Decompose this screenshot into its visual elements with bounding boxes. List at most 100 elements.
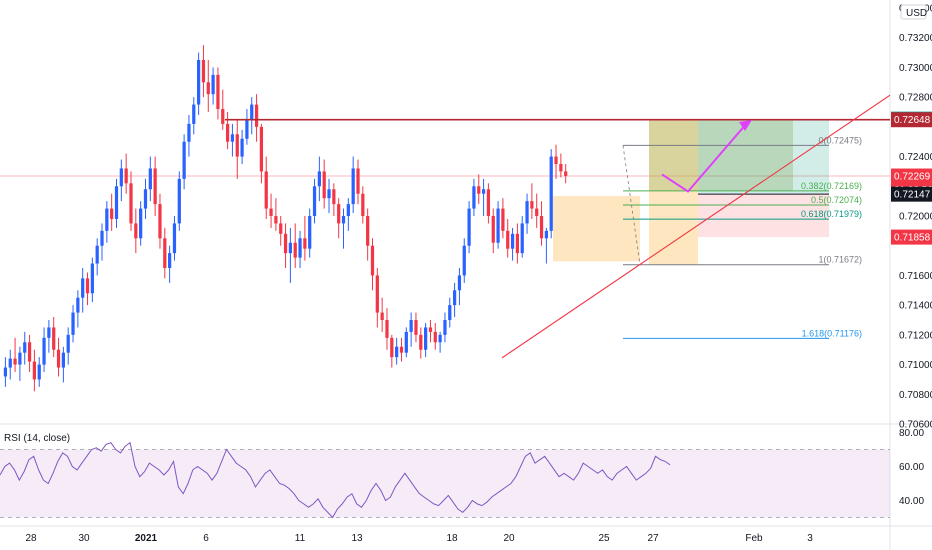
- candle-body: [448, 305, 452, 320]
- candle-body: [424, 327, 428, 350]
- candle: [37, 357, 41, 387]
- target-zone-overlap: [649, 119, 793, 191]
- candle-body: [32, 361, 37, 380]
- candle-body: [47, 327, 51, 338]
- time-tick-label: 3: [807, 533, 813, 544]
- time-tick-label: Feb: [745, 533, 763, 544]
- candle: [230, 123, 235, 157]
- candle: [81, 268, 85, 313]
- candle: [404, 327, 408, 358]
- candle: [32, 349, 37, 392]
- candle-body: [414, 320, 418, 335]
- candle-body: [8, 358, 12, 368]
- candle: [298, 230, 302, 268]
- candle: [76, 290, 80, 328]
- time-axis[interactable]: 28 30 2021 6 11 13 18 20 25 27 Feb 3: [25, 533, 813, 544]
- candle: [143, 178, 148, 219]
- candle-body: [134, 223, 138, 239]
- candle-body: [539, 216, 544, 239]
- candle: [361, 186, 365, 224]
- candle: [259, 123, 264, 184]
- candle: [559, 153, 563, 178]
- candle-body: [361, 193, 365, 216]
- candle-body: [259, 126, 264, 172]
- fib-level-label: 0.618(0.71979): [801, 209, 862, 219]
- candle: [288, 227, 292, 283]
- candle: [530, 183, 534, 219]
- candle: [496, 201, 500, 249]
- candle: [539, 201, 544, 246]
- candle: [269, 193, 273, 228]
- candle-body: [114, 186, 119, 219]
- candle-body: [148, 168, 152, 190]
- candle-body: [221, 109, 225, 124]
- candle-body: [187, 123, 191, 142]
- fib-level-label: 1.618(0.71176): [802, 328, 862, 338]
- fib-level-label: 0.5(0.72074): [811, 195, 862, 205]
- candle-body: [457, 275, 462, 291]
- candle: [520, 216, 524, 258]
- candle-body: [467, 208, 471, 246]
- candle: [158, 193, 162, 249]
- candle: [337, 198, 341, 239]
- candle: [525, 193, 529, 234]
- candle: [42, 327, 46, 372]
- time-tick-label: 20: [503, 533, 515, 544]
- candle: [177, 171, 181, 231]
- candle: [47, 320, 51, 353]
- fib-trend-line: [622, 145, 641, 265]
- candle-body: [206, 82, 210, 95]
- candle: [366, 208, 370, 261]
- candle-body: [56, 349, 61, 368]
- candle-body: [153, 168, 157, 205]
- price-tick-label: 0.72400: [899, 152, 932, 163]
- profit-zone: [698, 119, 829, 195]
- candle: [472, 178, 476, 216]
- candle: [457, 268, 462, 306]
- candle-body: [312, 186, 317, 216]
- candle-body: [264, 171, 268, 209]
- candle: [8, 349, 12, 380]
- candle: [192, 97, 196, 135]
- rsi-pane[interactable]: RSI (14, close) 80.00 60.00 40.00: [0, 428, 924, 519]
- candle: [264, 156, 268, 219]
- candle: [187, 114, 191, 157]
- candle: [351, 156, 355, 214]
- candle-body: [303, 238, 307, 249]
- candle-body: [158, 204, 162, 239]
- candle: [13, 337, 17, 372]
- analysis-drawings[interactable]: 0(0.72475) 0.382(0.72169) 0.5(0.72074) 0.61…: [0, 119, 890, 339]
- price-badge: [891, 112, 932, 128]
- price-tick-label: 0.73200: [899, 33, 932, 44]
- candle-body: [139, 208, 143, 239]
- candle: [293, 223, 297, 268]
- candle-body: [462, 245, 466, 276]
- trend-drawings[interactable]: [225, 94, 891, 359]
- candle-body: [61, 352, 65, 368]
- candle: [443, 312, 447, 343]
- candle-body: [433, 331, 437, 343]
- candle: [375, 268, 379, 328]
- candle: [250, 97, 254, 135]
- price-badge-label: 0.71858: [894, 233, 931, 244]
- candle-body: [308, 216, 312, 249]
- fib-level-label: 0.382(0.72169): [801, 181, 862, 191]
- candle-body: [322, 171, 326, 199]
- candle: [438, 331, 442, 353]
- candle-body: [288, 242, 292, 254]
- candle-body: [18, 352, 22, 365]
- price-tick-label: 0.72800: [899, 93, 932, 104]
- price-badges: 0.726520.726480.7226901:28:520.721470.71…: [891, 111, 932, 245]
- candle-body: [428, 327, 433, 332]
- candle-body: [404, 331, 408, 353]
- candle: [95, 238, 99, 276]
- candle: [3, 357, 8, 387]
- price-axis[interactable]: 0.734000.732000.730000.728000.724000.722…: [899, 4, 932, 431]
- candle-body: [230, 134, 235, 142]
- projection-arrowhead: [739, 120, 752, 131]
- candle: [448, 297, 452, 328]
- candle: [274, 198, 278, 231]
- candle-body: [197, 60, 201, 105]
